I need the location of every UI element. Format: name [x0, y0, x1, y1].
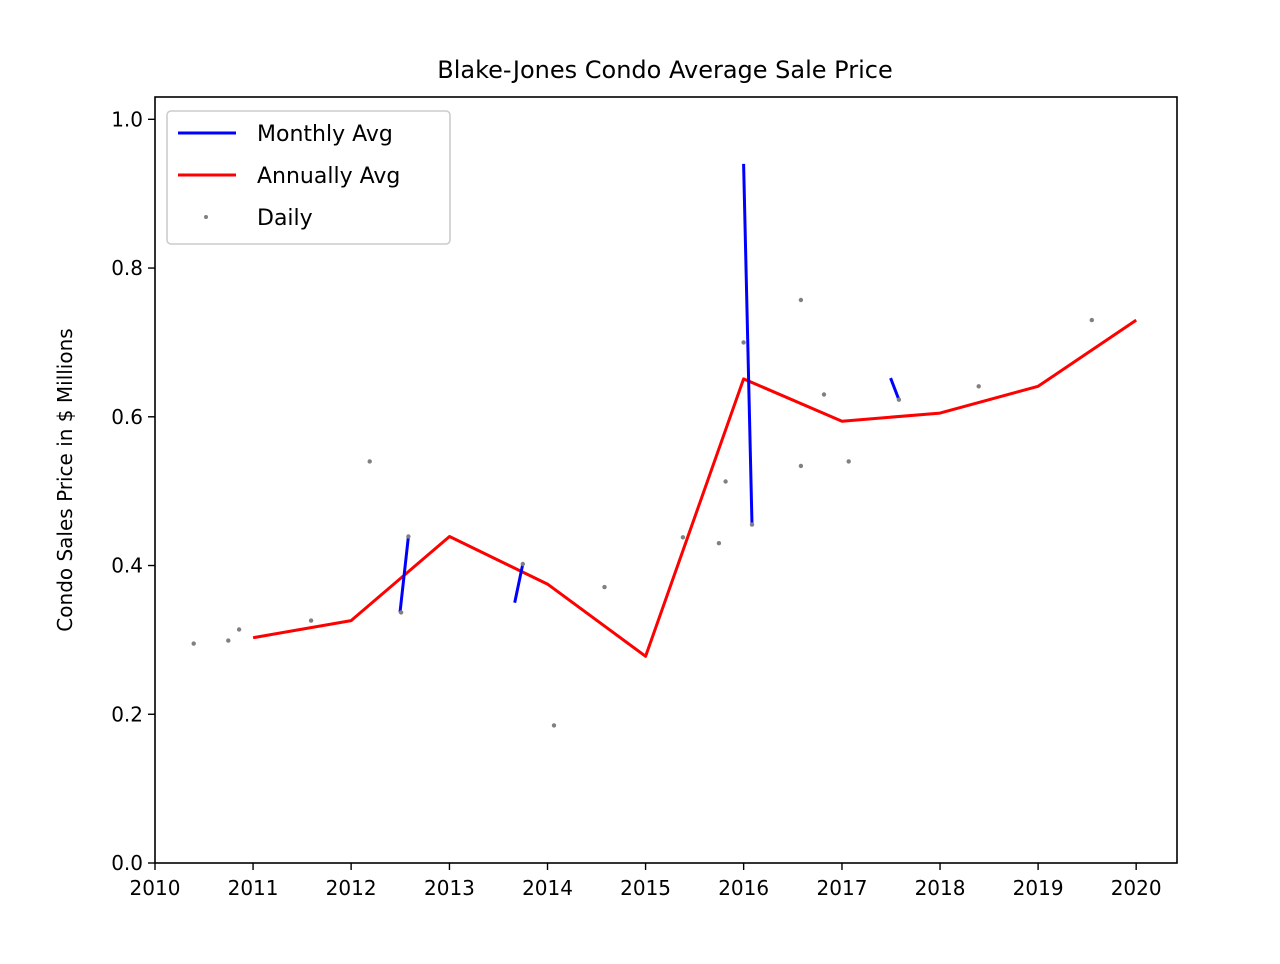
- daily-point: [798, 297, 804, 303]
- x-tick-label: 2018: [915, 876, 966, 900]
- y-tick-label: 0.4: [111, 554, 143, 578]
- x-tick-label: 2017: [817, 876, 868, 900]
- monthly-average-series: [398, 163, 901, 613]
- y-axis-label: Condo Sales Price in $ Millions: [53, 328, 77, 631]
- x-tick-label: 2014: [522, 876, 573, 900]
- daily-point: [821, 392, 827, 397]
- chart-title: Blake-Jones Condo Average Sale Price: [437, 56, 892, 84]
- monthly-average-segment: [889, 377, 901, 401]
- x-tick-label: 2015: [620, 876, 671, 900]
- daily-point: [741, 340, 746, 345]
- daily-point: [716, 541, 722, 546]
- x-tick-label: 2020: [1111, 876, 1162, 900]
- daily-point: [308, 618, 314, 623]
- y-tick-label: 0.0: [111, 851, 143, 875]
- x-tick-label: 2012: [326, 876, 377, 900]
- daily-point: [226, 638, 231, 643]
- legend-label-monthly: Monthly Avg: [257, 122, 393, 147]
- monthly-average-segment: [513, 563, 525, 604]
- y-tick-label: 1.0: [111, 107, 143, 131]
- x-tick-label: 2016: [718, 876, 769, 900]
- x-tick-label: 2010: [130, 876, 181, 900]
- daily-point: [749, 522, 755, 527]
- legend-swatch-daily: [204, 215, 208, 219]
- daily-point: [398, 610, 404, 615]
- axes-frame: [154, 96, 1178, 864]
- daily-point: [846, 459, 851, 464]
- daily-point: [236, 627, 242, 632]
- annual-average-series: [252, 318, 1138, 658]
- daily-point: [680, 535, 686, 540]
- annual-average-line: [252, 318, 1138, 658]
- daily-point: [602, 584, 607, 590]
- plot-area: [191, 163, 1138, 728]
- daily-point: [896, 397, 902, 402]
- daily-point: [191, 641, 196, 646]
- y-tick-label: 0.2: [111, 702, 143, 726]
- x-axis: 2010 2011 2012 2013 2014 2015 2016 2017 2018 2019…: [130, 863, 1162, 900]
- y-axis: 0.0 0.2 0.4 0.6 0.8 1.0: [111, 107, 155, 875]
- daily-point: [406, 534, 411, 539]
- daily-point: [723, 479, 728, 484]
- y-tick-label: 0.8: [111, 256, 143, 280]
- monthly-average-segment: [398, 536, 410, 613]
- daily-point: [551, 723, 557, 728]
- daily-scatter-series: [191, 297, 1095, 728]
- x-tick-label: 2011: [228, 876, 279, 900]
- daily-point: [1089, 317, 1095, 323]
- daily-point: [976, 384, 981, 389]
- chart-legend: Monthly Avg Annually Avg Daily: [166, 110, 451, 245]
- y-tick-label: 0.6: [111, 405, 143, 429]
- x-tick-label: 2019: [1013, 876, 1064, 900]
- daily-point: [367, 459, 372, 464]
- legend-label-daily: Daily: [257, 206, 313, 231]
- x-tick-label: 2013: [424, 876, 475, 900]
- monthly-average-segment: [742, 163, 754, 525]
- daily-point: [798, 463, 804, 469]
- legend-label-annual: Annually Avg: [257, 164, 400, 189]
- daily-point: [520, 561, 525, 567]
- legend-box: [166, 110, 451, 245]
